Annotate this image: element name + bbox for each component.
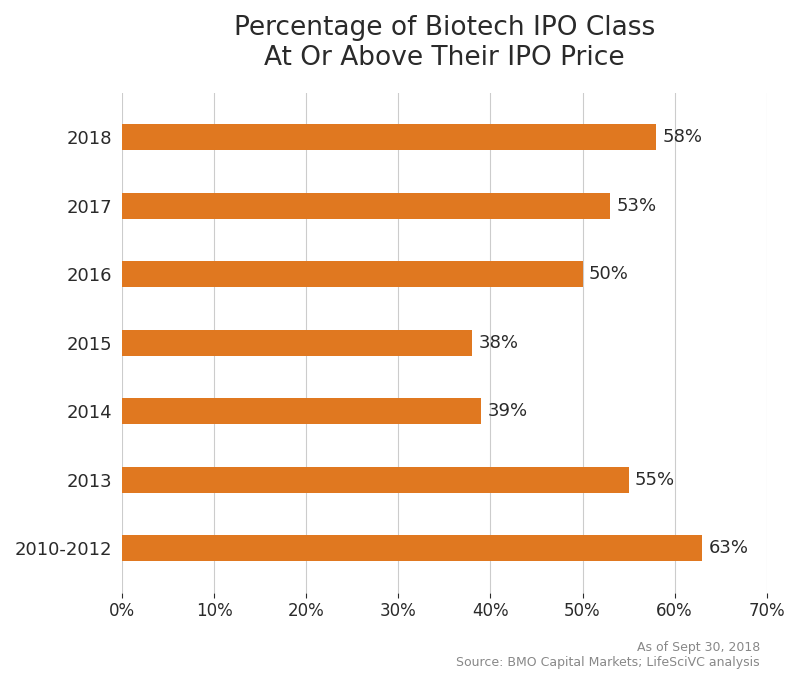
Bar: [122, 398, 482, 425]
Bar: [122, 330, 472, 356]
Bar: [122, 466, 629, 493]
Text: 50%: 50%: [589, 265, 629, 283]
Bar: [122, 535, 702, 561]
Text: 63%: 63%: [709, 539, 749, 557]
Text: 55%: 55%: [635, 470, 675, 489]
Text: 58%: 58%: [662, 128, 702, 146]
Bar: [122, 124, 656, 150]
Text: 53%: 53%: [617, 197, 657, 215]
Text: As of Sept 30, 2018
Source: BMO Capital Markets; LifeSciVC analysis: As of Sept 30, 2018 Source: BMO Capital …: [456, 642, 760, 669]
Text: 38%: 38%: [478, 334, 518, 352]
Title: Percentage of Biotech IPO Class
At Or Above Their IPO Price: Percentage of Biotech IPO Class At Or Ab…: [234, 15, 655, 71]
Bar: [122, 193, 610, 219]
Text: 39%: 39%: [488, 402, 528, 420]
Bar: [122, 261, 582, 287]
